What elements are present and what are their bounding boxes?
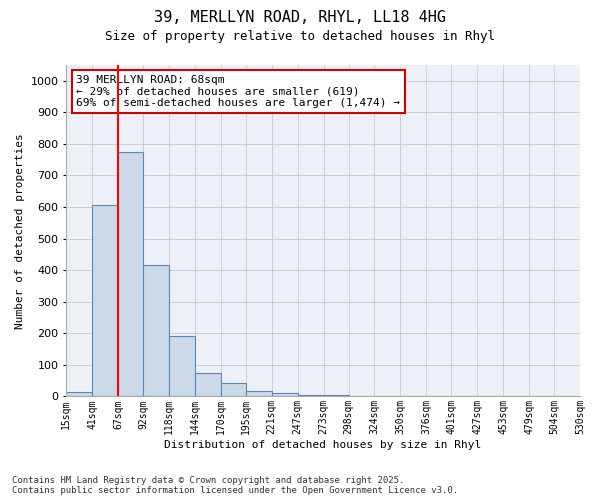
Text: 39 MERLLYN ROAD: 68sqm
← 29% of detached houses are smaller (619)
69% of semi-de: 39 MERLLYN ROAD: 68sqm ← 29% of detached… [76, 75, 400, 108]
Bar [298, 395, 323, 396]
Bar [272, 394, 298, 396]
Bar [143, 266, 169, 396]
Text: 39, MERLLYN ROAD, RHYL, LL18 4HG: 39, MERLLYN ROAD, RHYL, LL18 4HG [154, 10, 446, 25]
Bar [66, 392, 92, 396]
Text: Size of property relative to detached houses in Rhyl: Size of property relative to detached ho… [105, 30, 495, 43]
Bar [195, 372, 221, 396]
Bar [246, 390, 272, 396]
Y-axis label: Number of detached properties: Number of detached properties [15, 133, 25, 328]
Bar [92, 206, 118, 396]
Text: Contains HM Land Registry data © Crown copyright and database right 2025.
Contai: Contains HM Land Registry data © Crown c… [12, 476, 458, 495]
Bar [118, 152, 143, 396]
Bar [169, 336, 195, 396]
X-axis label: Distribution of detached houses by size in Rhyl: Distribution of detached houses by size … [164, 440, 482, 450]
Bar [221, 383, 246, 396]
